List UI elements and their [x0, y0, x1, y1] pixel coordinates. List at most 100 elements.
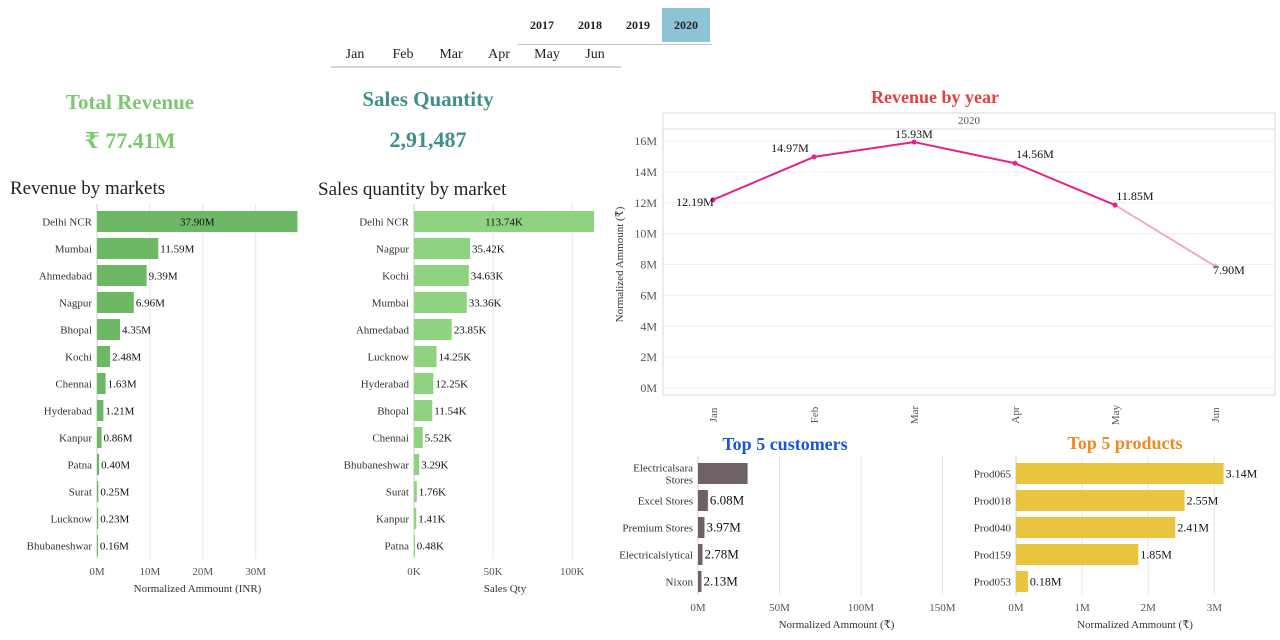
data-label: 3.29K [421, 460, 448, 472]
data-label: 1.41K [418, 514, 445, 526]
bar [97, 211, 298, 232]
x-tick-label: 50M [769, 602, 790, 614]
category-label: Mumbai [372, 298, 409, 310]
top-customers-chart: 0M 50M 100M 150M Normalized Ammount (₹) Elect… [619, 456, 956, 631]
month-button-may[interactable]: May [534, 47, 560, 62]
month-button-jun[interactable]: Jun [585, 47, 605, 62]
category-label: Chennai [372, 433, 409, 445]
x-tick-label: 10M [140, 566, 161, 578]
month-button-apr[interactable]: Apr [488, 47, 510, 62]
category-label: Mumbai [55, 244, 92, 256]
data-label: 6.96M [136, 298, 165, 310]
data-label: 0.48K [417, 541, 444, 553]
x-axis-title: Sales Qty [484, 583, 527, 595]
year-filter: 2017 2018 2019 2020 [518, 8, 712, 45]
category-label: Nagpur [376, 244, 409, 256]
category-label: Surat [69, 487, 92, 499]
bar [414, 346, 437, 367]
y-tick-label: 6M [640, 288, 657, 302]
x-tick-label: 1M [1074, 602, 1090, 614]
data-label: 34.63K [471, 271, 504, 283]
line-segment [813, 141, 915, 158]
data-label: 23.85K [454, 325, 487, 337]
year-button-2019[interactable]: 2019 [626, 18, 650, 32]
x-tick-label: Mar [909, 406, 921, 425]
bar [97, 292, 134, 313]
sales-quantity-value: 2,91,487 [389, 127, 467, 152]
data-label: 2.13M [703, 574, 738, 589]
revenue-by-markets-chart: 0M 10M 20M 30M Normalized Ammount (INR) Delhi… [27, 204, 298, 595]
x-tick-label: 20M [192, 566, 213, 578]
month-button-feb[interactable]: Feb [392, 47, 414, 62]
revenue-by-year-title: Revenue by year [871, 87, 999, 107]
x-tick-label: 150M [929, 602, 956, 614]
bar [414, 238, 471, 259]
bar [1016, 463, 1224, 484]
bar [698, 571, 702, 592]
data-label: 11.54K [434, 406, 466, 418]
category-label: Stores [666, 475, 694, 487]
bar [97, 481, 99, 502]
category-label: Prod040 [974, 523, 1012, 535]
x-tick-label: 0M [1008, 602, 1024, 614]
sales-qty-by-market-title: Sales quantity by market [318, 179, 507, 200]
category-label: Bhopal [377, 406, 409, 418]
data-label: 14.97M [771, 141, 809, 155]
data-label: 7.90M [1213, 263, 1245, 277]
data-point [911, 139, 917, 145]
bar [97, 454, 100, 475]
category-label: Prod018 [974, 496, 1012, 508]
bar [414, 427, 423, 448]
category-label: Delhi NCR [42, 217, 92, 229]
category-label: Prod159 [974, 550, 1012, 562]
revenue-by-markets-title: Revenue by markets [10, 178, 166, 199]
data-label: 2.41M [1177, 521, 1209, 535]
x-tick-label: Apr [1010, 406, 1022, 423]
category-label: Delhi NCR [359, 217, 409, 229]
data-label: 0.40M [101, 460, 130, 472]
bar [97, 373, 106, 394]
x-tick-label: Feb [809, 406, 821, 423]
revenue-by-year-chart: 2020 0M 2M 4M 6M 8M 10M 12M 14M 16M Normalized Amm… [614, 112, 1276, 425]
category-label: Electricalsara [633, 463, 693, 475]
category-label: Hyderabad [44, 406, 93, 418]
bar [414, 454, 420, 475]
bar [414, 481, 417, 502]
top-products-chart: 0M 1M 2M 3M Normalized Ammount (₹) Prod065 3.1… [974, 456, 1258, 631]
y-tick-label: 10M [634, 227, 657, 241]
data-point [1112, 202, 1118, 208]
month-button-mar[interactable]: Mar [439, 47, 463, 62]
bar [97, 346, 111, 367]
bar [698, 490, 708, 511]
total-revenue-title: Total Revenue [65, 90, 195, 114]
data-point [811, 154, 817, 160]
data-label: 0.25M [100, 487, 129, 499]
year-button-2017[interactable]: 2017 [530, 18, 554, 32]
x-tick-label: 50K [484, 566, 503, 578]
year-button-2018[interactable]: 2018 [578, 18, 602, 32]
data-label: 0.23M [100, 514, 129, 526]
bar [97, 238, 159, 259]
month-button-jan[interactable]: Jan [345, 47, 365, 62]
bar [1016, 517, 1176, 538]
data-label: 14.56M [1016, 147, 1054, 161]
data-label: 14.25K [439, 352, 472, 364]
y-axis-title: Normalized Ammount (₹) [614, 206, 626, 322]
category-label: Bhubaneshwar [344, 460, 410, 472]
bar [414, 535, 415, 556]
data-label: 33.36K [469, 298, 502, 310]
total-revenue-value: ₹ 77.41M [84, 128, 176, 153]
x-axis-title: Normalized Ammount (INR) [134, 583, 262, 595]
bar [414, 508, 417, 529]
category-label: Premium Stores [622, 523, 693, 535]
year-button-2020[interactable]: 2020 [662, 8, 710, 42]
bar [97, 319, 121, 340]
bar [414, 373, 434, 394]
top-customers-title: Top 5 customers [722, 434, 848, 454]
data-label: 3.97M [706, 520, 741, 535]
data-label: 11.85M [1116, 189, 1154, 203]
bar [698, 517, 705, 538]
category-label: Hyderabad [361, 379, 410, 391]
data-label: 0.16M [100, 541, 129, 553]
category-label: Lucknow [367, 352, 409, 364]
